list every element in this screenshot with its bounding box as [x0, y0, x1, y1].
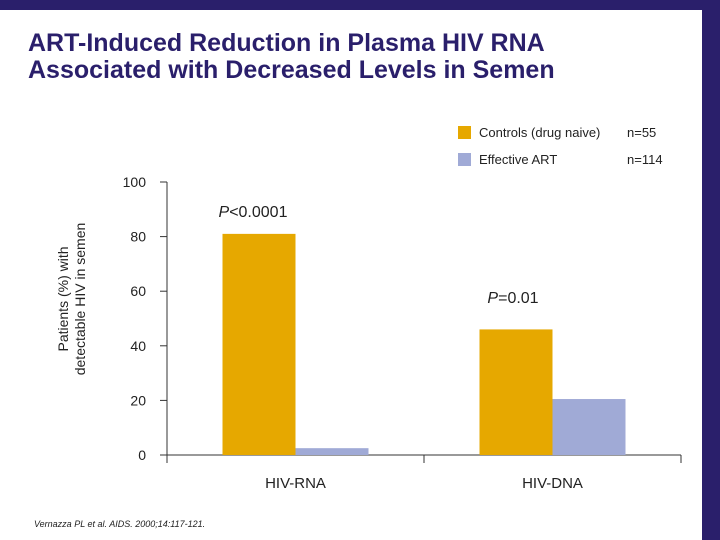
p-value-annotation: P<0.0001	[219, 204, 288, 221]
y-axis-label: Patients (%) withdetectable HIV in semen	[55, 223, 88, 376]
slide-title-line-2: Associated with Decreased Levels in Seme…	[28, 56, 555, 84]
x-axis: HIV-RNA HIV-DNA	[166, 454, 682, 492]
legend-label: Effective ART	[479, 152, 557, 167]
y-axis-label-line-2: detectable HIV in semen	[72, 223, 88, 376]
right-frame-bar	[702, 0, 720, 540]
legend-label: Controls (drug naive)	[479, 125, 600, 140]
y-tick-label: 40	[130, 338, 146, 354]
bar-effective-art-hiv-dna	[552, 399, 626, 455]
bar-controls-hiv-dna	[479, 329, 553, 455]
legend-n-label: n=55	[627, 125, 656, 140]
y-tick-label: 0	[138, 447, 146, 463]
citation: Vernazza PL et al. AIDS. 2000;14:117-121…	[34, 519, 206, 529]
legend-n-label: n=114	[627, 152, 663, 167]
y-tick-label: 80	[130, 229, 146, 245]
bar-controls-hiv-rna	[222, 233, 296, 455]
slide-title: ART-Induced Reduction in Plasma HIV RNA …	[28, 30, 688, 84]
x-tick-label: HIV-DNA	[522, 475, 583, 492]
slide-title-line-1: ART-Induced Reduction in Plasma HIV RNA	[28, 29, 545, 57]
y-tick-label: 100	[123, 174, 147, 190]
y-tick-label: 20	[130, 392, 146, 408]
legend-swatch	[458, 153, 471, 166]
y-axis-label-line-1: Patients (%) with	[55, 246, 71, 351]
p-value-symbol: P	[219, 204, 230, 221]
x-tick-label: HIV-RNA	[265, 475, 326, 492]
p-value-annotation: P=0.01	[487, 290, 538, 307]
legend-swatch	[458, 126, 471, 139]
bar-effective-art-hiv-rna	[295, 448, 369, 455]
bars	[222, 233, 626, 455]
y-axis: 0 20 40 60 80 100 Patients (%) withdetectable …	[55, 174, 168, 463]
y-tick-label: 60	[130, 283, 146, 299]
top-frame-bar	[0, 0, 720, 10]
p-value-text: =0.01	[498, 290, 539, 307]
legend: Controls (drug naive) n=55 Effective ART n=…	[458, 125, 663, 167]
p-value-text: <0.0001	[229, 204, 287, 221]
p-value-symbol: P	[487, 290, 498, 307]
